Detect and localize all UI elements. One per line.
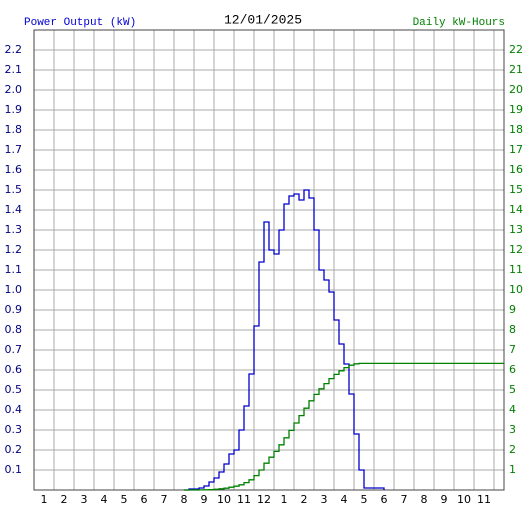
y-tick-label: 0.3 <box>5 423 23 436</box>
x-tick-label: 9 <box>441 493 448 506</box>
y-axis-label: Power Output (kW) <box>24 17 136 29</box>
y2-tick-label: 19 <box>509 103 523 116</box>
y-tick-label: 2.1 <box>5 63 23 76</box>
series-line <box>184 362 504 491</box>
y-tick-label: 0.7 <box>5 343 23 356</box>
y-tick-label: 2.2 <box>5 43 23 56</box>
y2-tick-label: 21 <box>509 63 523 76</box>
y2-tick-label: 2 <box>509 443 516 456</box>
y2-tick-label: 6 <box>509 363 516 376</box>
y-tick-label: 0.9 <box>5 303 23 316</box>
x-tick-label: 4 <box>101 493 108 506</box>
y2-tick-label: 5 <box>509 383 516 396</box>
y2-axis-label: Daily kW-Hours <box>413 17 505 29</box>
chart-title: 12/01/2025 <box>224 12 302 27</box>
y-tick-label: 1.0 <box>5 283 23 296</box>
y-tick-label: 1.8 <box>5 123 23 136</box>
x-tick-label: 4 <box>341 493 348 506</box>
y2-tick-label: 18 <box>509 123 523 136</box>
y2-tick-label: 12 <box>509 243 523 256</box>
y2-tick-label: 10 <box>509 283 523 296</box>
y-tick-label: 1.1 <box>5 263 23 276</box>
x-tick-label: 7 <box>401 493 408 506</box>
x-tick-label: 7 <box>161 493 168 506</box>
y2-tick-label: 16 <box>509 163 523 176</box>
y-tick-label: 0.6 <box>5 363 23 376</box>
y2-tick-label: 13 <box>509 223 523 236</box>
x-tick-label: 8 <box>421 493 428 506</box>
y-tick-label: 1.4 <box>5 203 23 216</box>
y-tick-label: 2.0 <box>5 83 23 96</box>
y-tick-label: 0.2 <box>5 443 23 456</box>
x-tick-label: 11 <box>237 493 251 506</box>
y-tick-label: 1.9 <box>5 103 23 116</box>
y2-tick-label: 15 <box>509 183 523 196</box>
y-tick-label: 1.7 <box>5 143 23 156</box>
x-tick-label: 5 <box>361 493 368 506</box>
x-tick-label: 9 <box>201 493 208 506</box>
x-tick-label: 6 <box>381 493 388 506</box>
x-tick-label: 6 <box>141 493 148 506</box>
y-tick-label: 1.3 <box>5 223 23 236</box>
x-tick-label: 11 <box>477 493 491 506</box>
x-tick-label: 1 <box>281 493 288 506</box>
y2-tick-label: 3 <box>509 423 516 436</box>
x-tick-label: 3 <box>321 493 328 506</box>
y-tick-label: 1.2 <box>5 243 23 256</box>
x-tick-label: 1 <box>41 493 48 506</box>
x-tick-label: 12 <box>257 493 271 506</box>
y2-tick-label: 7 <box>509 343 516 356</box>
y2-tick-label: 4 <box>509 403 516 416</box>
x-tick-label: 2 <box>301 493 308 506</box>
y-tick-label: 0.1 <box>5 463 23 476</box>
y2-tick-label: 14 <box>509 203 523 216</box>
x-tick-label: 8 <box>181 493 188 506</box>
y-tick-label: 0.8 <box>5 323 23 336</box>
y-tick-label: 0.5 <box>5 383 23 396</box>
plot-border <box>33 29 505 491</box>
y2-tick-label: 20 <box>509 83 523 96</box>
y2-tick-label: 11 <box>509 263 523 276</box>
x-tick-label: 3 <box>81 493 88 506</box>
y-tick-label: 0.4 <box>5 403 23 416</box>
y2-tick-label: 8 <box>509 323 516 336</box>
x-tick-label: 2 <box>61 493 68 506</box>
x-tick-label: 10 <box>217 493 231 506</box>
y2-tick-label: 17 <box>509 143 523 156</box>
x-tick-label: 10 <box>457 493 471 506</box>
series-line <box>184 189 385 491</box>
y2-tick-label: 9 <box>509 303 516 316</box>
y2-tick-label: 1 <box>509 463 516 476</box>
x-tick-label: 5 <box>121 493 128 506</box>
y-tick-label: 1.6 <box>5 163 23 176</box>
y2-tick-label: 22 <box>509 43 523 56</box>
y-tick-label: 1.5 <box>5 183 23 196</box>
